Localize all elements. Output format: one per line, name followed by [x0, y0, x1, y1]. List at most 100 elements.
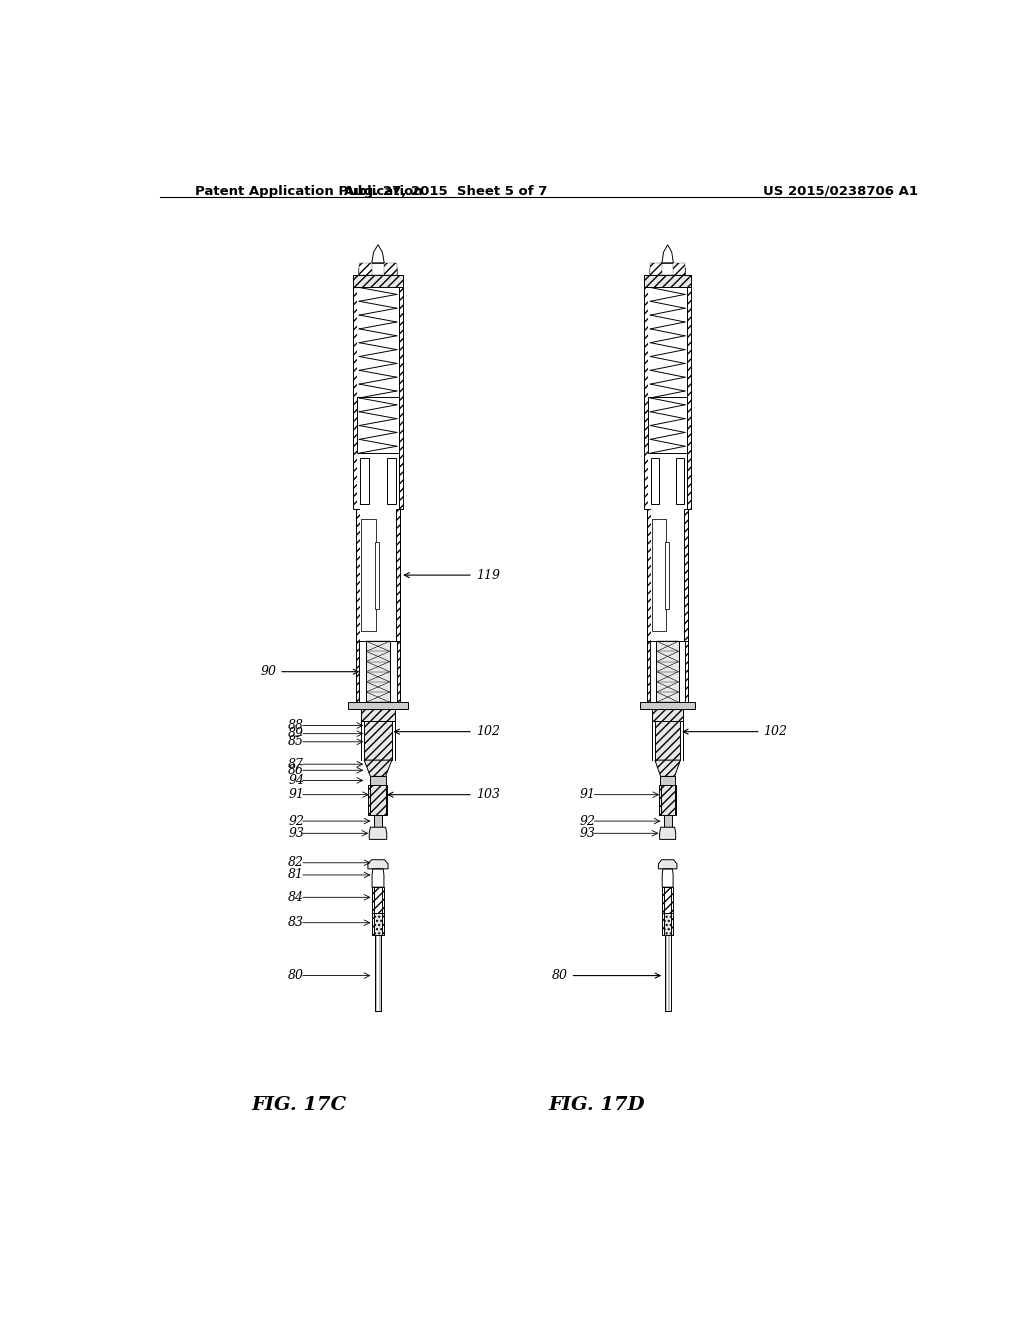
Polygon shape	[658, 859, 677, 869]
Text: 87: 87	[288, 758, 304, 771]
Bar	[359, 510, 396, 642]
Bar	[650, 263, 662, 276]
Bar	[665, 912, 671, 935]
Bar	[685, 642, 688, 702]
Text: 80: 80	[552, 969, 660, 982]
Bar	[648, 397, 687, 453]
Polygon shape	[368, 859, 388, 869]
Bar	[361, 709, 394, 722]
Bar	[366, 642, 390, 702]
Text: 83: 83	[288, 916, 304, 929]
Bar	[676, 458, 684, 504]
Bar	[375, 912, 382, 935]
Text: 90: 90	[260, 665, 358, 678]
Bar	[359, 458, 369, 504]
Bar	[370, 776, 386, 784]
Bar	[644, 276, 648, 510]
Bar	[355, 510, 359, 642]
Bar	[655, 722, 680, 760]
Bar	[374, 814, 382, 828]
Bar	[647, 510, 651, 642]
Bar	[361, 519, 376, 631]
Text: Aug. 27, 2015  Sheet 5 of 7: Aug. 27, 2015 Sheet 5 of 7	[344, 185, 547, 198]
Bar	[640, 702, 695, 709]
Bar	[652, 519, 666, 631]
Text: 92: 92	[580, 814, 596, 828]
Bar	[357, 397, 398, 453]
Bar	[656, 642, 679, 702]
Text: 102: 102	[394, 725, 500, 738]
Bar	[663, 887, 665, 912]
Text: 94: 94	[288, 774, 304, 787]
Text: 82: 82	[288, 857, 304, 870]
Bar	[372, 887, 375, 912]
Text: Patent Application Publication: Patent Application Publication	[196, 185, 423, 198]
Bar	[684, 510, 688, 642]
Bar	[372, 912, 375, 935]
Bar	[644, 276, 691, 288]
Text: 85: 85	[288, 735, 304, 748]
Bar	[382, 887, 384, 912]
Text: 84: 84	[288, 891, 304, 904]
Polygon shape	[655, 760, 680, 776]
Bar	[687, 276, 691, 510]
Text: 81: 81	[288, 869, 304, 882]
Bar	[396, 510, 400, 642]
Bar	[352, 276, 357, 510]
Bar	[375, 887, 382, 912]
Bar	[382, 912, 384, 935]
Bar	[656, 642, 679, 702]
Bar	[375, 541, 379, 609]
Bar	[366, 642, 390, 702]
Bar	[671, 912, 673, 935]
Text: 91: 91	[580, 788, 596, 801]
Bar	[671, 887, 673, 912]
Bar	[658, 784, 660, 814]
Bar	[352, 276, 403, 288]
Polygon shape	[659, 828, 676, 840]
Text: 91: 91	[288, 788, 304, 801]
Polygon shape	[370, 828, 387, 840]
Bar	[651, 458, 659, 504]
Bar	[660, 784, 675, 814]
Bar	[674, 263, 685, 276]
Bar	[398, 276, 403, 510]
Text: US 2015/0238706 A1: US 2015/0238706 A1	[763, 185, 918, 198]
Bar	[651, 510, 684, 642]
Bar	[397, 642, 400, 702]
Text: FIG. 17D: FIG. 17D	[549, 1096, 645, 1114]
Text: 88: 88	[288, 719, 304, 733]
Bar	[675, 784, 677, 814]
Bar	[365, 722, 392, 760]
Bar	[665, 887, 671, 912]
Bar	[648, 276, 687, 510]
Bar	[375, 935, 381, 1011]
Bar	[663, 912, 665, 935]
Text: 80: 80	[288, 969, 304, 982]
Text: 119: 119	[404, 569, 500, 582]
Bar	[384, 263, 397, 276]
Text: 92: 92	[288, 814, 304, 828]
Bar	[647, 642, 650, 702]
Bar	[664, 814, 672, 828]
Text: 103: 103	[388, 788, 500, 801]
Text: 89: 89	[288, 727, 304, 741]
Bar	[371, 784, 386, 814]
Text: 93: 93	[288, 826, 304, 840]
Text: 93: 93	[580, 826, 596, 840]
Bar	[355, 642, 359, 702]
Bar	[660, 776, 675, 784]
Bar	[359, 263, 372, 276]
Text: 86: 86	[288, 764, 304, 776]
Bar	[652, 709, 683, 722]
Bar	[357, 276, 398, 510]
Bar	[386, 784, 387, 814]
Polygon shape	[365, 760, 392, 776]
Bar	[665, 935, 671, 1011]
Text: FIG. 17C: FIG. 17C	[251, 1096, 346, 1114]
Bar	[387, 458, 396, 504]
Bar	[665, 541, 669, 609]
Text: 102: 102	[683, 725, 787, 738]
Bar	[348, 702, 409, 709]
Bar	[369, 784, 371, 814]
